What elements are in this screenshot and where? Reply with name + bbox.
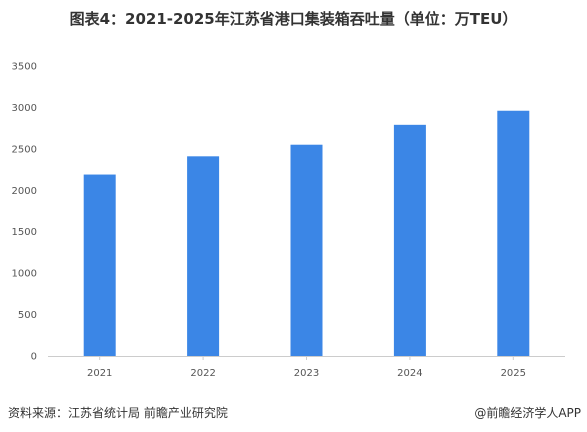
y-tick-label: 500 xyxy=(18,310,37,321)
y-tick-label: 2000 xyxy=(12,186,37,197)
bar-2022 xyxy=(187,156,220,356)
y-tick-label: 1000 xyxy=(12,269,37,280)
bar-2023 xyxy=(290,144,323,356)
bar-2025 xyxy=(497,110,530,356)
y-tick-label: 1500 xyxy=(12,227,37,238)
bar-chart: 0 500 1000 1500 2000 2500 3000 3500 2021 2022 2023… xyxy=(12,62,565,379)
y-tick-label: 0 xyxy=(31,352,37,363)
bar-2021 xyxy=(83,174,116,356)
x-tick-label: 2023 xyxy=(294,368,319,379)
y-tick-label: 3500 xyxy=(12,62,37,73)
x-tick-label: 2022 xyxy=(190,368,215,379)
bar-2024 xyxy=(393,124,426,356)
y-tick-label: 2500 xyxy=(12,144,37,155)
data-source: 资料来源：江苏省统计局 前瞻产业研究院 xyxy=(8,406,228,420)
y-tick-label: 3000 xyxy=(12,103,37,114)
x-tick-label: 2024 xyxy=(397,368,422,379)
chart-title: 图表4：2021-2025年江苏省港口集装箱吞吐量（单位：万TEU） xyxy=(69,10,518,28)
x-tick-label: 2021 xyxy=(87,368,112,379)
x-tick-label: 2025 xyxy=(501,368,526,379)
brand-credit: @前瞻经济学人APP xyxy=(474,406,581,420)
